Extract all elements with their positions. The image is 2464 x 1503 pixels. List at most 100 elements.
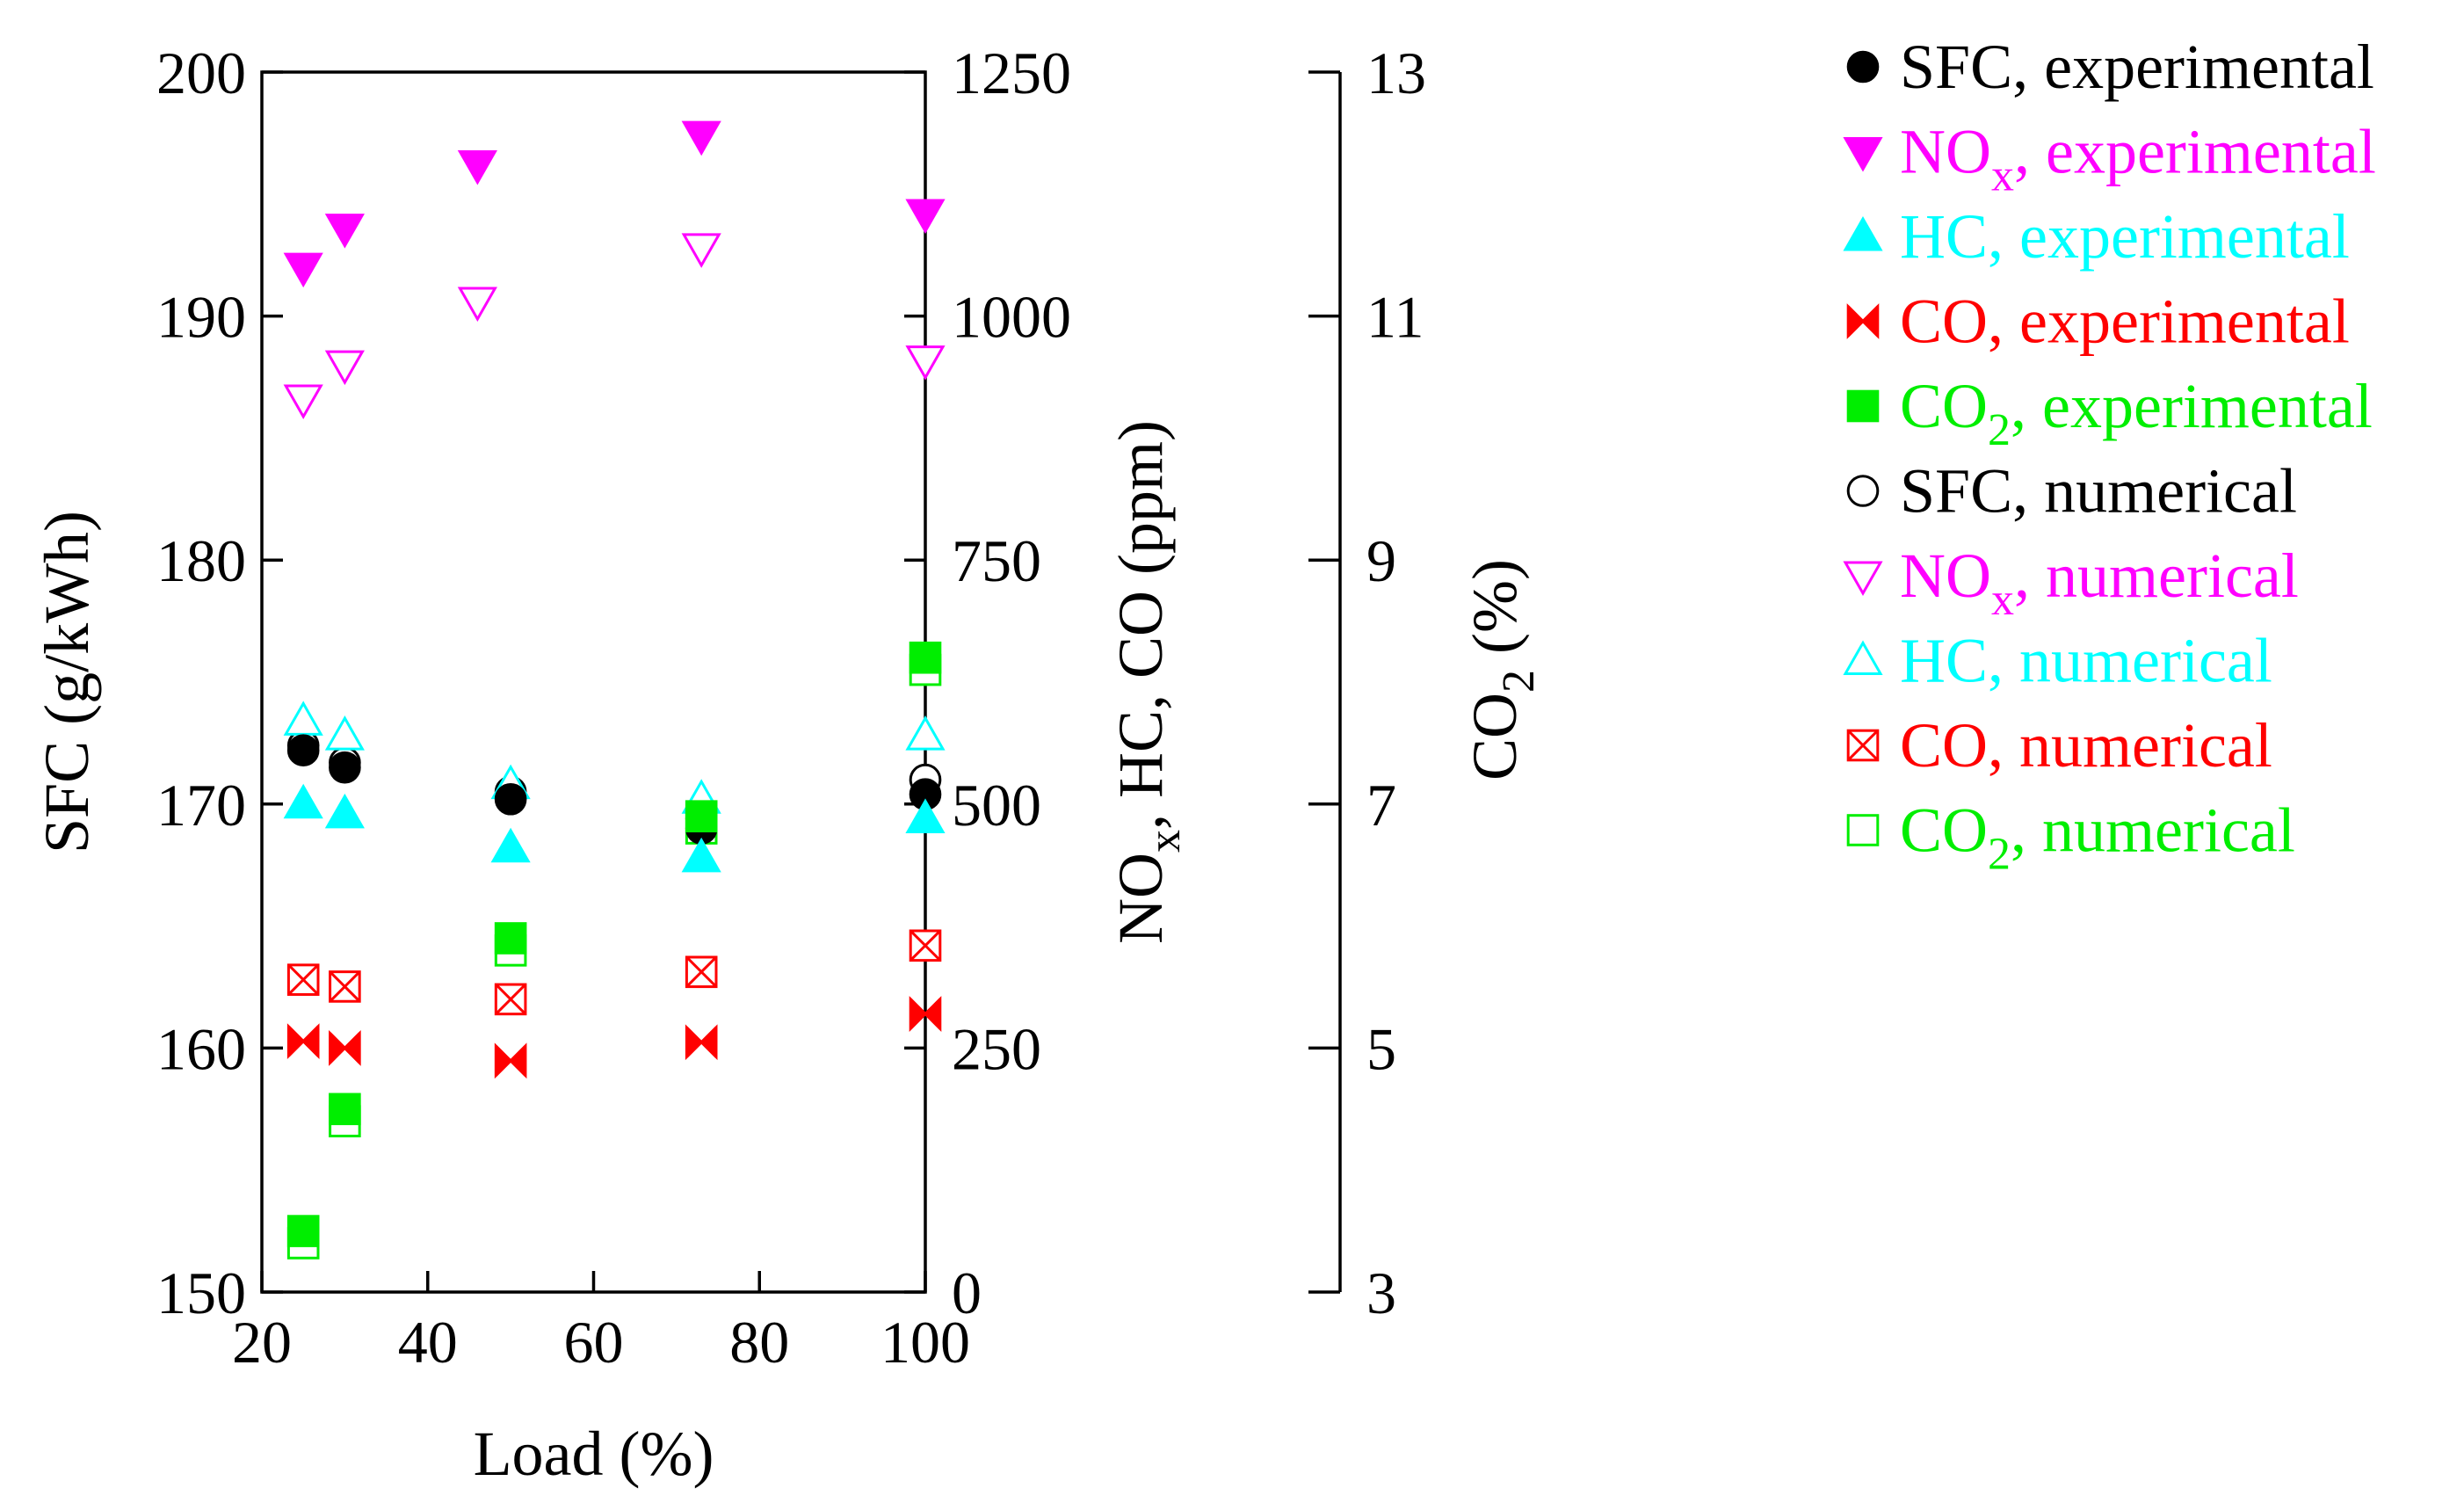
x-tick-label: 80	[729, 1309, 789, 1376]
series-nox-experimental	[283, 120, 946, 288]
legend-item-sfc-experimental: SFC, experimental	[1846, 32, 2374, 102]
legend-item-sfc-numerical: SFC, numerical	[1846, 456, 2297, 526]
point-nox-numerical	[324, 350, 365, 386]
legend-marker-co2-numerical	[1846, 814, 1880, 846]
legend-label-hc-experimental: HC, experimental	[1900, 201, 2350, 272]
legend-item-nox-numerical: NOx, numerical	[1843, 541, 2299, 625]
co2-tick-label: 13	[1366, 40, 1426, 106]
series-co2-numerical	[286, 653, 942, 1260]
point-sfc-experimental	[329, 751, 361, 784]
emissions-tick-label: 750	[952, 527, 1041, 594]
legend-marker-co2-experimental	[1846, 389, 1880, 423]
point-co2-experimental	[909, 641, 942, 674]
legend-item-co-numerical: CO, numerical	[1846, 710, 2272, 781]
legend-item-co2-experimental: CO2, experimental	[1846, 371, 2373, 455]
legend-marker-hc-experimental	[1843, 215, 1883, 251]
point-nox-experimental	[905, 199, 946, 235]
point-sfc-experimental	[286, 734, 320, 767]
point-hc-numerical	[324, 715, 365, 751]
emissions-tick-label: 0	[952, 1260, 982, 1326]
point-sfc-experimental	[494, 782, 527, 816]
series-hc-experimental	[283, 783, 946, 873]
point-hc-experimental	[283, 783, 323, 819]
legend-label-co-numerical: CO, numerical	[1900, 710, 2272, 781]
x-axis-label: Load (%)	[474, 1419, 714, 1489]
sfc-tick-label: 170	[156, 772, 246, 839]
co2-tick-label: 3	[1366, 1260, 1396, 1326]
axis-labels: Load (%) SFC (g/kWh) NOx, HC, CO (ppm) CO2 …	[32, 420, 1544, 1489]
legend-label-co2-numerical: CO2, numerical	[1900, 795, 2295, 880]
legend-marker-sfc-numerical	[1846, 475, 1880, 507]
point-nox-experimental	[283, 252, 323, 288]
legend-item-hc-experimental: HC, experimental	[1843, 201, 2350, 272]
sfc-tick-label: 200	[156, 40, 246, 106]
point-co-numerical	[286, 963, 320, 996]
legend-item-hc-numerical: HC, numerical	[1843, 626, 2272, 696]
point-co2-experimental	[329, 1093, 361, 1126]
point-nox-numerical	[681, 233, 721, 268]
legend-label-co2-experimental: CO2, experimental	[1900, 371, 2373, 455]
legend-marker-sfc-experimental	[1846, 50, 1880, 84]
sfc-tick-label: 180	[156, 527, 246, 594]
x-tick-label: 100	[881, 1309, 970, 1376]
legend-marker-nox-experimental	[1843, 137, 1883, 172]
sfc-tick-label: 190	[156, 284, 246, 351]
legend-marker-hc-numerical	[1843, 640, 1883, 675]
point-co-numerical	[909, 929, 942, 962]
axes	[260, 70, 1342, 1294]
point-co-numerical	[329, 970, 361, 1003]
point-co2-experimental	[494, 922, 527, 955]
emissions-tick-label: 1250	[952, 40, 1071, 106]
emissions-tick-label: 1000	[952, 284, 1071, 351]
x-tick-label: 60	[564, 1309, 624, 1376]
legend-label-co-experimental: CO, experimental	[1900, 287, 2350, 357]
emissions-axis-label: NOx, HC, CO (ppm)	[1105, 420, 1190, 944]
point-hc-numerical	[905, 715, 946, 751]
emissions-tick-label: 250	[952, 1015, 1041, 1082]
co2-tick-label: 5	[1366, 1015, 1396, 1082]
co2-tick-label: 9	[1366, 527, 1396, 594]
co2-tick-label: 11	[1366, 284, 1424, 351]
series-hc-numerical	[283, 701, 946, 814]
legend-item-co2-numerical: CO2, numerical	[1846, 795, 2295, 880]
point-hc-experimental	[324, 793, 365, 829]
point-co-numerical	[685, 955, 718, 989]
plot-frame	[260, 70, 927, 1294]
tick-labels: 20 40 60 80 100 150 160 170 180 190 200 0 250 500 750 1…	[156, 40, 1426, 1376]
sfc-tick-label: 150	[156, 1260, 246, 1326]
point-co-experimental	[329, 1029, 361, 1066]
point-nox-numerical	[457, 287, 497, 322]
legend-label-hc-numerical: HC, numerical	[1900, 626, 2272, 696]
co2-axis-label: CO2 (%)	[1460, 559, 1544, 781]
point-nox-numerical	[905, 345, 946, 381]
point-co-numerical	[494, 983, 527, 1016]
x-tick-label: 20	[232, 1309, 292, 1376]
point-hc-numerical	[283, 701, 323, 736]
point-co-experimental	[286, 1023, 320, 1060]
point-co-experimental	[909, 996, 942, 1032]
series-sfc-experimental	[286, 734, 942, 845]
point-hc-experimental	[490, 827, 531, 863]
legend-marker-nox-numerical	[1843, 561, 1883, 597]
legend-marker-co-experimental	[1846, 303, 1880, 339]
co2-tick-label: 7	[1366, 772, 1396, 839]
point-co-experimental	[494, 1042, 527, 1079]
point-co-experimental	[685, 1024, 718, 1061]
series-sfc-numerical	[286, 729, 942, 835]
sfc-tick-label: 160	[156, 1015, 246, 1082]
series-co-numerical	[286, 929, 942, 1016]
point-co2-experimental	[685, 800, 718, 832]
legend-label-nox-numerical: NOx, numerical	[1900, 541, 2299, 625]
point-nox-numerical	[283, 384, 323, 420]
point-nox-experimental	[457, 149, 497, 185]
sfc-axis-label: SFC (g/kWh)	[32, 511, 102, 853]
point-co2-experimental	[286, 1215, 320, 1247]
legend-marker-co-numerical	[1846, 729, 1880, 762]
legend-label-sfc-numerical: SFC, numerical	[1900, 456, 2297, 526]
data-markers	[283, 120, 946, 1260]
point-nox-experimental	[324, 214, 365, 249]
emissions-tick-label: 500	[952, 772, 1041, 839]
x-tick-label: 40	[398, 1309, 458, 1376]
